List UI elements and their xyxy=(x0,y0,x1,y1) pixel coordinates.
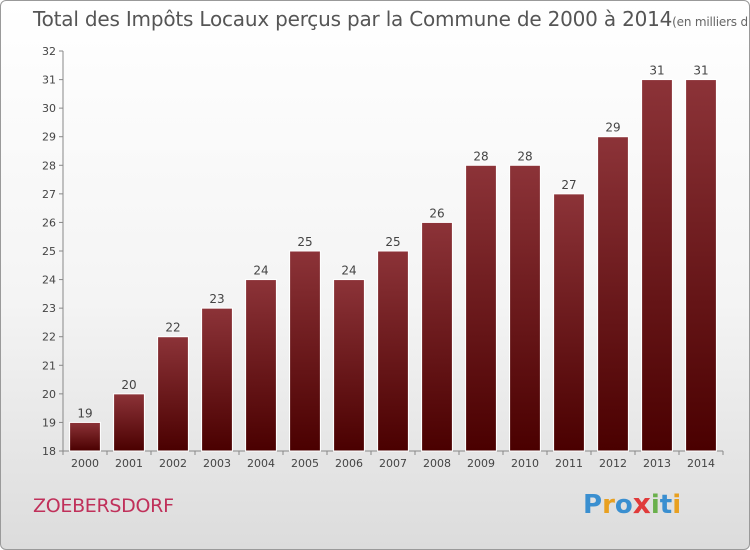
chart-axes: 18 19 20 21 22 23 24 25 26 27 28 29 30 31 32 2000 2001 20… xyxy=(42,45,724,470)
bar-value-label: 25 xyxy=(297,235,312,249)
bar-2007 xyxy=(377,250,409,452)
bar-2013 xyxy=(641,79,673,452)
bar-2003 xyxy=(201,307,233,452)
bar-value-label: 23 xyxy=(209,292,224,306)
logo-letter: P xyxy=(583,490,603,520)
bar-value-label: 25 xyxy=(385,235,400,249)
x-tick-label: 2007 xyxy=(379,457,407,470)
y-tick-label: 30 xyxy=(42,102,56,115)
bar-value-label: 31 xyxy=(649,64,664,78)
chart-bars xyxy=(69,79,717,452)
y-tick-label: 19 xyxy=(42,416,56,429)
bar-2012 xyxy=(597,136,629,452)
bar-2006 xyxy=(333,279,365,452)
logo-letter: x xyxy=(632,487,651,520)
x-tick-label: 2013 xyxy=(643,457,671,470)
bar-value-label: 24 xyxy=(253,264,268,278)
y-tick-label: 23 xyxy=(42,302,56,315)
x-tick-label: 2000 xyxy=(71,457,99,470)
commune-name: ZOEBERSDORF xyxy=(33,495,174,517)
x-tick-label: 2002 xyxy=(159,457,187,470)
y-tick-label: 31 xyxy=(42,74,56,87)
y-tick-label: 29 xyxy=(42,131,56,144)
x-tick-label: 2009 xyxy=(467,457,495,470)
x-tick-label: 2006 xyxy=(335,457,363,470)
bar-2010 xyxy=(509,164,541,452)
bar-value-label: 19 xyxy=(77,406,92,420)
x-tick-label: 2011 xyxy=(555,457,583,470)
chart-title-text: Total des Impôts Locaux perçus par la Co… xyxy=(33,7,673,31)
logo-letter: i xyxy=(672,490,682,520)
chart-unit-label: (en milliers d'€) xyxy=(672,15,750,29)
bar-2004 xyxy=(245,279,277,452)
y-tick-label: 26 xyxy=(42,216,56,229)
bar-2005 xyxy=(289,250,321,452)
y-tick-label: 32 xyxy=(42,45,56,58)
y-tick-label: 18 xyxy=(42,445,56,458)
bar-value-label: 28 xyxy=(517,149,532,163)
bar-2000 xyxy=(69,421,101,452)
y-tick-label: 28 xyxy=(42,159,56,172)
y-tick-label: 25 xyxy=(42,245,56,258)
bar-value-label: 31 xyxy=(693,64,708,78)
x-tick-label: 2003 xyxy=(203,457,231,470)
bar-value-label: 26 xyxy=(429,206,444,220)
chart-title: Total des Impôts Locaux perçus par la Co… xyxy=(33,7,750,31)
y-tick-label: 24 xyxy=(42,274,56,287)
logo-letter: i xyxy=(650,490,660,520)
x-tick-label: 2014 xyxy=(687,457,715,470)
x-tick-label: 2008 xyxy=(423,457,451,470)
bar-value-label: 29 xyxy=(605,121,620,135)
y-tick-label: 21 xyxy=(42,359,56,372)
y-tick-label: 22 xyxy=(42,331,56,344)
bar-2001 xyxy=(113,393,145,452)
logo-letter: t xyxy=(659,490,673,520)
logo-letter: r xyxy=(602,490,615,520)
chart-data-labels: 19 20 22 23 24 25 24 25 26 28 28 27 29 31 31 xyxy=(77,64,708,421)
y-tick-label: 27 xyxy=(42,188,56,201)
bar-2014 xyxy=(685,79,717,452)
y-tick-label: 20 xyxy=(42,388,56,401)
bar-2002 xyxy=(157,336,189,452)
logo-letter: o xyxy=(614,490,633,520)
bar-2009 xyxy=(465,164,497,452)
x-tick-label: 2010 xyxy=(511,457,539,470)
bar-2011 xyxy=(553,193,585,452)
bar-value-label: 27 xyxy=(561,178,576,192)
bar-value-label: 28 xyxy=(473,149,488,163)
x-tick-label: 2005 xyxy=(291,457,319,470)
x-tick-label: 2012 xyxy=(599,457,627,470)
x-tick-label: 2004 xyxy=(247,457,275,470)
bar-value-label: 24 xyxy=(341,264,356,278)
x-tick-label: 2001 xyxy=(115,457,143,470)
bar-value-label: 20 xyxy=(121,378,136,392)
bar-2008 xyxy=(421,221,453,452)
proxiti-logo: Proxiti xyxy=(583,487,681,520)
bar-value-label: 22 xyxy=(165,321,180,335)
